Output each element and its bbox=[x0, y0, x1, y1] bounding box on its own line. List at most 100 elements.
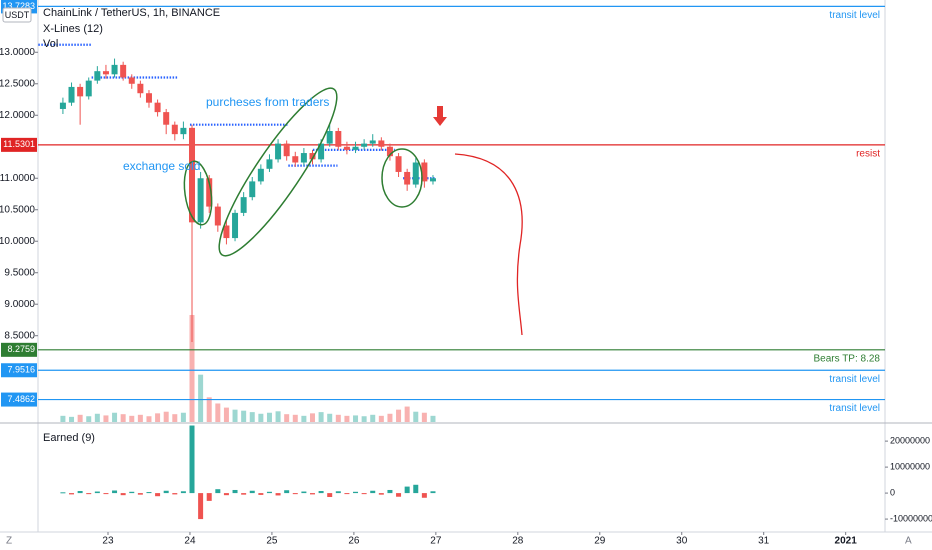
currency[interactable]: USDT bbox=[5, 10, 30, 20]
earned-bar bbox=[413, 484, 419, 494]
volume-bar bbox=[309, 413, 315, 422]
y-tick-label: 9.0000 bbox=[4, 299, 35, 310]
candle-body bbox=[232, 212, 239, 239]
candle-body bbox=[197, 178, 204, 223]
volume-bar bbox=[232, 409, 238, 422]
x-tick-label: 29 bbox=[594, 536, 606, 547]
volume-bar bbox=[198, 374, 204, 422]
earned-bar bbox=[318, 491, 324, 494]
candle-body bbox=[68, 86, 75, 103]
volume-bar bbox=[258, 413, 264, 422]
candle-body bbox=[266, 159, 273, 169]
candle-body bbox=[361, 143, 368, 147]
earned-bar bbox=[378, 493, 384, 495]
candle-body bbox=[309, 153, 316, 160]
level-label-box bbox=[1, 363, 37, 378]
candle-body bbox=[77, 86, 84, 97]
earned-bar bbox=[370, 490, 376, 494]
volume-bar bbox=[318, 412, 324, 422]
volume-bar bbox=[241, 410, 247, 422]
volume-bar bbox=[266, 412, 272, 422]
volume-bar bbox=[353, 415, 359, 422]
earned-bar bbox=[172, 493, 178, 495]
volume-bar bbox=[137, 414, 143, 422]
candle-body bbox=[102, 71, 109, 75]
annotation: purcheses from traders bbox=[206, 95, 329, 109]
volume-bar bbox=[387, 413, 393, 422]
y-tick-label: 9.5000 bbox=[4, 267, 35, 278]
candle-body bbox=[214, 206, 221, 226]
y-tick-label: 11.0000 bbox=[0, 173, 35, 184]
volume-bar bbox=[103, 415, 109, 422]
earned-bar bbox=[301, 491, 307, 494]
candle-body bbox=[386, 146, 393, 157]
pane-title: Earned (9) bbox=[43, 432, 95, 444]
earned-bar bbox=[77, 491, 83, 494]
earned-bar bbox=[86, 493, 92, 495]
volume-bar bbox=[155, 413, 161, 422]
earned-bar bbox=[344, 493, 350, 495]
button[interactable]: Z bbox=[6, 536, 12, 547]
x-tick-label: 25 bbox=[266, 536, 278, 547]
earned-bar bbox=[430, 491, 436, 494]
candle-body bbox=[111, 64, 118, 75]
candle-body bbox=[249, 181, 256, 198]
level-text: transit level bbox=[829, 10, 880, 21]
earned-bar bbox=[258, 493, 264, 495]
candle-body bbox=[154, 102, 161, 113]
level-text: transit level bbox=[829, 403, 880, 414]
volume-bar bbox=[344, 415, 350, 422]
y-tick-label: 10.5000 bbox=[0, 204, 35, 215]
candle-body bbox=[206, 178, 213, 207]
candle-body bbox=[335, 131, 342, 147]
x-tick-label: 30 bbox=[676, 536, 688, 547]
earned-bar bbox=[120, 493, 126, 496]
candle-body bbox=[240, 197, 247, 213]
candle-body bbox=[120, 64, 127, 78]
earned-bar bbox=[309, 493, 315, 495]
earned-bar bbox=[103, 493, 109, 495]
volume-bar bbox=[370, 414, 376, 422]
x-tick-label: 2021 bbox=[835, 536, 858, 547]
y-tick-label: 12.5000 bbox=[0, 78, 35, 89]
candle-body bbox=[300, 153, 307, 163]
chart-title: ChainLink / TetherUS, 1h, BINANCE bbox=[43, 7, 220, 19]
earned-bar bbox=[94, 491, 100, 494]
candle-body bbox=[378, 140, 385, 147]
earned-bar bbox=[404, 486, 410, 494]
earned-bar bbox=[327, 493, 333, 497]
earned-bar bbox=[275, 493, 281, 496]
y-tick-label: 13.0000 bbox=[0, 47, 35, 58]
x-tick-label: 26 bbox=[348, 536, 360, 547]
candle-body bbox=[180, 127, 187, 135]
earned-bar bbox=[206, 493, 212, 501]
indicator-label: Vol bbox=[43, 38, 58, 50]
x-tick-label: 28 bbox=[512, 536, 524, 547]
candle-body bbox=[395, 156, 402, 172]
candle-body bbox=[257, 168, 264, 182]
volume-bar bbox=[189, 315, 195, 422]
earned-bar bbox=[198, 493, 204, 520]
button[interactable]: A bbox=[905, 536, 912, 547]
volume-bar bbox=[129, 415, 135, 422]
candle-body bbox=[163, 112, 170, 125]
volume-bar bbox=[292, 414, 298, 422]
y2-tick-label: 0 bbox=[890, 487, 895, 497]
x-tick-label: 31 bbox=[758, 536, 770, 547]
volume-bar bbox=[60, 415, 66, 422]
candle-body bbox=[283, 143, 290, 157]
y-tick-label: 8.5000 bbox=[4, 330, 35, 341]
candle-body bbox=[369, 140, 376, 144]
level-label: 11.5301 bbox=[3, 139, 35, 149]
candle-body bbox=[412, 162, 419, 185]
level-label: 7.9516 bbox=[7, 365, 35, 375]
volume-bar bbox=[361, 416, 367, 422]
level-label: 8.2759 bbox=[7, 344, 35, 354]
volume-bar bbox=[378, 415, 384, 422]
earned-bar bbox=[60, 492, 66, 494]
volume-bar bbox=[94, 413, 100, 422]
y-tick-label: 10.0000 bbox=[0, 236, 35, 247]
currency-box[interactable] bbox=[2, 7, 32, 23]
